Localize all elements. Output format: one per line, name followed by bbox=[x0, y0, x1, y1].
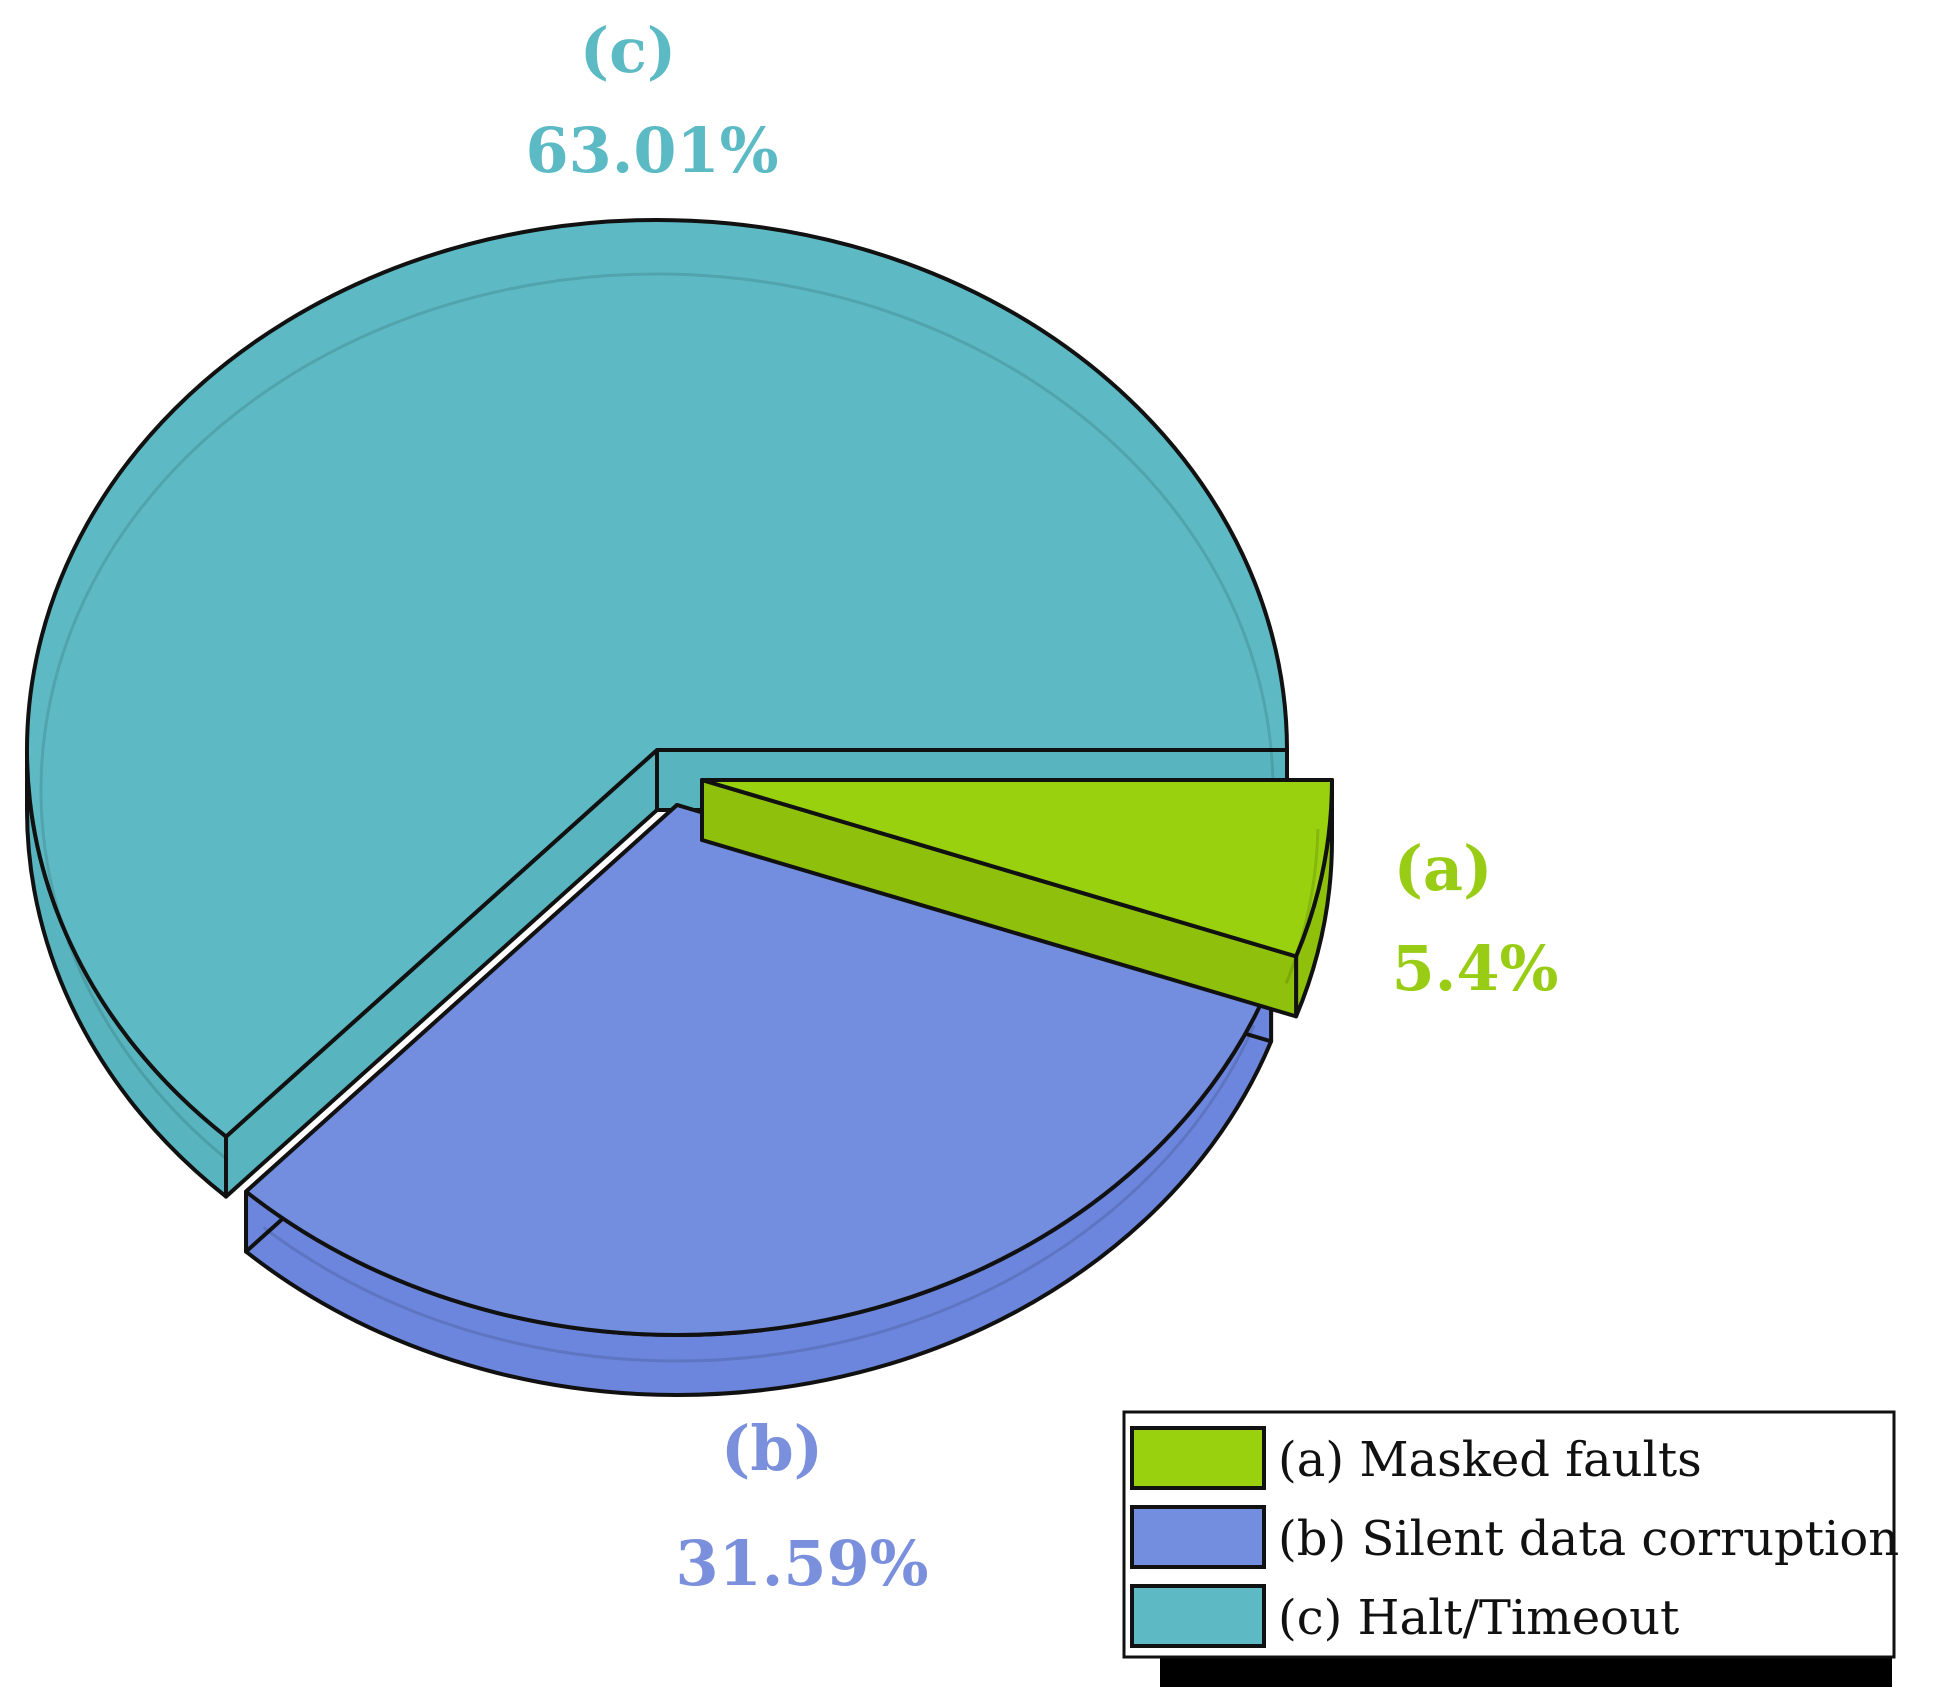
slice-c-top bbox=[25, 218, 1289, 1139]
legend-entry-a: (a) Masked faults bbox=[1130, 1426, 1702, 1490]
slice-a bbox=[700, 778, 1334, 1019]
slice-label-letter-c: (c) bbox=[580, 14, 676, 87]
slice-c-bevel bbox=[39, 272, 1275, 1162]
slice-a-bevel bbox=[1284, 828, 1320, 984]
slice-label-letter-b: (b) bbox=[721, 1412, 823, 1485]
legend-entry-b: (b) Silent data corruption bbox=[1130, 1505, 1899, 1569]
slice-label-value-c: 63.01% bbox=[525, 114, 778, 187]
slice-a-top bbox=[700, 778, 1334, 959]
slice-b-top bbox=[244, 803, 1274, 1337]
legend-swatch-c bbox=[1130, 1584, 1266, 1648]
legend-swatch-a bbox=[1130, 1426, 1266, 1490]
slice-label-letter-a: (a) bbox=[1394, 832, 1493, 905]
slice-label-value-a: 5.4% bbox=[1392, 932, 1559, 1005]
slice-label-value-b: 31.59% bbox=[675, 1527, 928, 1600]
legend-label-a: (a) Masked faults bbox=[1278, 1432, 1702, 1488]
legend-label-c: (c) Halt/Timeout bbox=[1278, 1590, 1679, 1646]
slice-b-bevel bbox=[262, 1024, 1256, 1363]
slice-labels: (a) 5.4% (b) 31.59% (c) 63.01% bbox=[525, 14, 1558, 1600]
legend: (a) Masked faults (b) Silent data corrup… bbox=[1122, 1410, 1899, 1687]
slice-b bbox=[244, 803, 1274, 1397]
pie-slices bbox=[25, 218, 1334, 1397]
legend-swatch-b bbox=[1130, 1505, 1266, 1569]
legend-entry-c: (c) Halt/Timeout bbox=[1130, 1584, 1679, 1648]
legend-label-b: (b) Silent data corruption bbox=[1278, 1511, 1899, 1567]
